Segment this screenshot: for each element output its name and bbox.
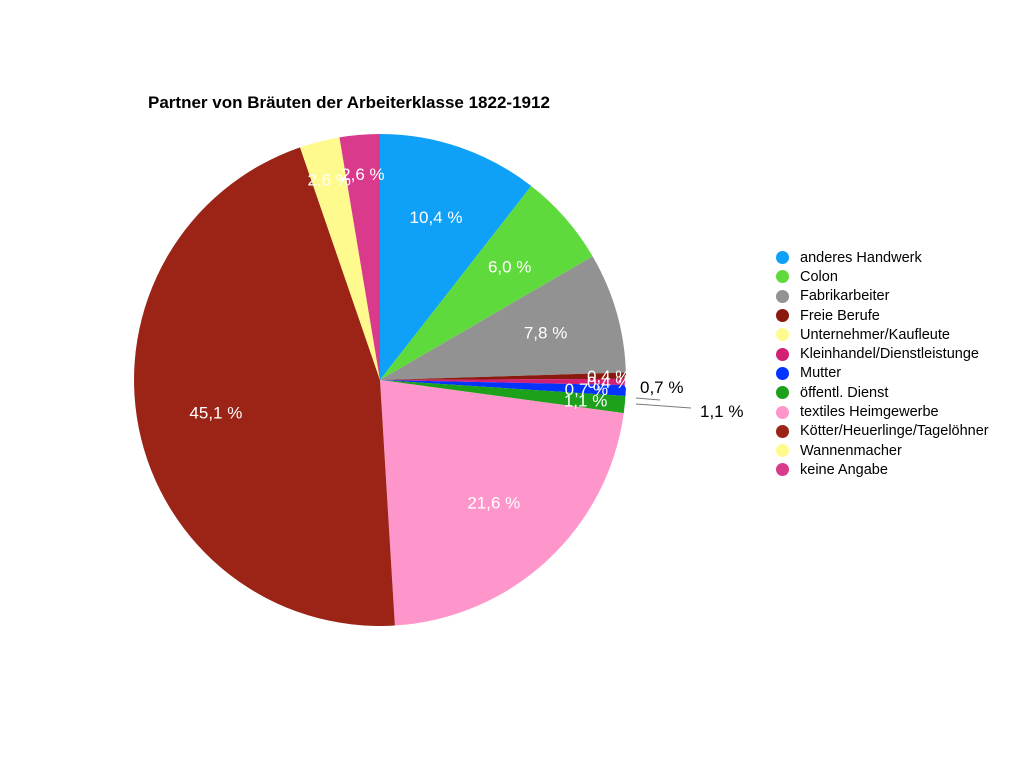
- legend-label: textiles Heimgewerbe: [800, 404, 939, 421]
- outside-label: 1,1 %: [700, 402, 743, 421]
- chart-title: Partner von Bräuten der Arbeiterklasse 1…: [148, 93, 550, 112]
- legend-swatch: [776, 366, 789, 380]
- pie-slice-anderes-handwerk: [380, 134, 532, 380]
- legend-label: Mutter: [800, 365, 842, 382]
- slice-label: 2,6 %: [307, 171, 350, 190]
- legend-item: Mutter: [776, 364, 989, 383]
- legend-label: Fabrikarbeiter: [800, 288, 890, 305]
- pie-slice-kleinhandel-dienstleistunge: [380, 378, 627, 386]
- slice-label: 6,0 %: [488, 258, 531, 277]
- legend-label: Kleinhandel/Dienstleistunge: [800, 346, 979, 363]
- legend-item: Unternehmer/Kaufleute: [776, 325, 989, 344]
- pie-slice-textiles-heimgewerbe: [380, 380, 624, 626]
- pie-slice-mutter: [380, 380, 626, 397]
- slice-label: 1,1 %: [564, 392, 607, 411]
- legend-swatch: [776, 463, 789, 477]
- legend-label: keine Angabe: [800, 461, 888, 478]
- legend-item: Fabrikarbeiter: [776, 287, 989, 306]
- legend-label: Wannenmacher: [800, 442, 902, 459]
- legend-swatch: [776, 424, 789, 438]
- slice-label: 45,1 %: [189, 404, 242, 423]
- legend-swatch: [776, 444, 789, 458]
- pie-slices: [134, 134, 627, 626]
- slice-label: 2,6 %: [341, 165, 384, 184]
- legend-swatch: [776, 309, 789, 323]
- legend-item: Kleinhandel/Dienstleistunge: [776, 344, 989, 363]
- pie-slice-wannenmacher: [300, 137, 380, 380]
- legend-item: keine Angabe: [776, 460, 989, 479]
- legend-swatch: [776, 328, 789, 342]
- legend-item: Colon: [776, 267, 989, 286]
- slice-label: 0,4 %: [587, 373, 630, 392]
- pie-slice-colon: [380, 185, 593, 380]
- legend-swatch: [776, 405, 789, 419]
- slice-label: 10,4 %: [410, 208, 463, 227]
- slice-label: 0,4 %: [587, 367, 630, 386]
- pie-slice-k-tter-heuerlinge-tagel-hner: [134, 147, 395, 626]
- legend-swatch: [776, 386, 789, 400]
- legend: anderes Handwerk Colon Fabrikarbeiter Freie…: [776, 248, 989, 480]
- leader-line: [635, 397, 661, 401]
- pie-slice-fabrikarbeiter: [380, 256, 626, 380]
- pie-slice-labels: 10,4 % 6,0 % 7,8 % 0,4 %0,4 %0,7 %1,1 % 21,6…: [189, 165, 630, 512]
- legend-swatch: [776, 270, 789, 284]
- legend-label: Unternehmer/Kaufleute: [800, 326, 950, 343]
- pie-slice-ffentl-dienst: [380, 380, 626, 414]
- legend-label: anderes Handwerk: [800, 249, 922, 266]
- legend-swatch: [776, 251, 789, 265]
- legend-label: Freie Berufe: [800, 307, 880, 324]
- legend-item: Kötter/Heuerlinge/Tagelöhner: [776, 422, 989, 441]
- legend-item: textiles Heimgewerbe: [776, 402, 989, 421]
- slice-label: 7,8 %: [524, 324, 567, 343]
- pie-slice-keine-angabe: [339, 134, 380, 380]
- slice-label: 0,7 %: [565, 380, 608, 399]
- legend-item: Wannenmacher: [776, 441, 989, 460]
- leader-line: [635, 403, 692, 409]
- legend-item: Freie Berufe: [776, 306, 989, 325]
- pie-outside-labels: 0,7 % 1,1 %: [635, 378, 743, 421]
- legend-label: Colon: [800, 268, 838, 285]
- legend-label: Kötter/Heuerlinge/Tagelöhner: [800, 423, 989, 440]
- slice-label: 21,6 %: [467, 494, 520, 513]
- legend-item: anderes Handwerk: [776, 248, 989, 267]
- pie-slice-freie-berufe: [380, 372, 626, 380]
- legend-swatch: [776, 347, 789, 361]
- legend-item: öffentl. Dienst: [776, 383, 989, 402]
- outside-label: 0,7 %: [640, 378, 683, 397]
- legend-swatch: [776, 289, 789, 303]
- legend-label: öffentl. Dienst: [800, 384, 889, 401]
